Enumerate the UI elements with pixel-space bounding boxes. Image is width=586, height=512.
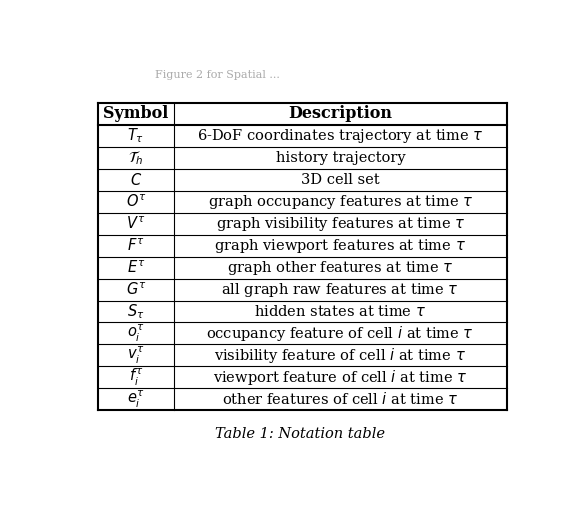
Text: $G^{\tau}$: $G^{\tau}$ — [125, 281, 146, 298]
Text: 3D cell set: 3D cell set — [301, 173, 380, 187]
Text: $V^{\tau}$: $V^{\tau}$ — [127, 216, 146, 232]
Text: graph visibility features at time $\tau$: graph visibility features at time $\tau$ — [216, 215, 465, 232]
Text: hidden states at time $\tau$: hidden states at time $\tau$ — [254, 304, 427, 319]
Text: $C$: $C$ — [130, 172, 142, 188]
Text: Description: Description — [288, 105, 393, 122]
Text: $T_{\tau}$: $T_{\tau}$ — [128, 126, 145, 145]
Text: occupancy feature of cell $i$ at time $\tau$: occupancy feature of cell $i$ at time $\… — [206, 324, 474, 343]
Text: visibility feature of cell $i$ at time $\tau$: visibility feature of cell $i$ at time $… — [214, 346, 466, 365]
Text: graph viewport features at time $\tau$: graph viewport features at time $\tau$ — [214, 237, 466, 254]
Text: other features of cell $i$ at time $\tau$: other features of cell $i$ at time $\tau… — [222, 391, 459, 408]
Text: history trajectory: history trajectory — [275, 151, 405, 165]
Text: $F^{\tau}$: $F^{\tau}$ — [127, 237, 145, 254]
Bar — [98, 103, 507, 410]
Text: $f_{i}^{\tau}$: $f_{i}^{\tau}$ — [129, 367, 144, 388]
Text: $v_{i}^{\tau}$: $v_{i}^{\tau}$ — [127, 345, 145, 366]
Text: Figure 2 for Spatial ...: Figure 2 for Spatial ... — [155, 70, 280, 80]
Text: $S_{\tau}$: $S_{\tau}$ — [127, 302, 145, 321]
Text: Table 1: Notation table: Table 1: Notation table — [215, 427, 386, 441]
Text: $\mathcal{T}_{h}$: $\mathcal{T}_{h}$ — [128, 149, 144, 166]
Text: viewport feature of cell $i$ at time $\tau$: viewport feature of cell $i$ at time $\t… — [213, 368, 468, 387]
Text: Symbol: Symbol — [103, 105, 169, 122]
Text: all graph raw features at time $\tau$: all graph raw features at time $\tau$ — [222, 281, 459, 298]
Text: graph other features at time $\tau$: graph other features at time $\tau$ — [227, 259, 454, 276]
Text: 6-DoF coordinates trajectory at time $\tau$: 6-DoF coordinates trajectory at time $\t… — [197, 127, 483, 145]
Text: $o_{i}^{\tau}$: $o_{i}^{\tau}$ — [127, 323, 145, 344]
Text: $O^{\tau}$: $O^{\tau}$ — [125, 194, 146, 210]
Text: graph occupancy features at time $\tau$: graph occupancy features at time $\tau$ — [207, 193, 473, 210]
Text: $e_{i}^{\tau}$: $e_{i}^{\tau}$ — [127, 389, 145, 410]
Text: $E^{\tau}$: $E^{\tau}$ — [127, 259, 145, 276]
